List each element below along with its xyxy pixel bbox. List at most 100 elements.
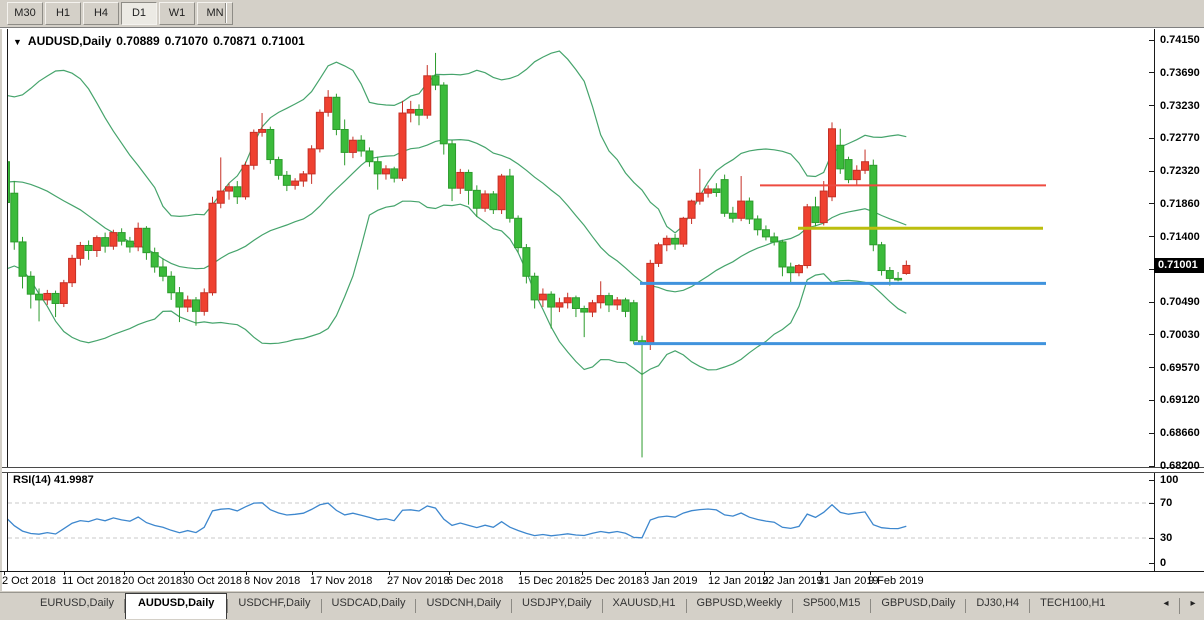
- date-axis-tick: [449, 571, 450, 575]
- candlestick-chart[interactable]: [8, 29, 1154, 467]
- tab-separator: [123, 599, 125, 613]
- tf-button-m30[interactable]: M30: [7, 2, 43, 25]
- tab-usdcnh-daily[interactable]: USDCNH,Daily: [426, 597, 502, 609]
- price-axis-label: 0.71400: [1160, 230, 1200, 243]
- candle: [538, 293, 547, 301]
- candle: [307, 148, 316, 175]
- date-axis-tick: [520, 571, 521, 575]
- candle: [737, 200, 746, 219]
- candle: [456, 171, 465, 189]
- date-axis-tick: [645, 571, 646, 575]
- candle: [183, 299, 192, 308]
- price-axis-label: 0.73230: [1160, 99, 1200, 112]
- tab-sp500-m15[interactable]: SP500,M15: [802, 597, 861, 609]
- candle: [406, 108, 415, 114]
- tab-usdjpy-daily[interactable]: USDJPY,Daily: [522, 597, 592, 609]
- candle: [869, 164, 878, 246]
- price-axis-tick: [1149, 39, 1154, 41]
- candle: [249, 131, 258, 166]
- candle: [505, 175, 514, 219]
- tab-usdchf-daily[interactable]: USDCHF,Daily: [238, 597, 311, 609]
- tab-gbpusd-daily[interactable]: GBPUSD,Daily: [881, 597, 956, 609]
- candle: [514, 217, 523, 249]
- date-axis-tick: [124, 571, 125, 575]
- tab-separator: [1029, 599, 1031, 613]
- date-axis-tick: [389, 571, 390, 575]
- candle: [282, 174, 291, 186]
- candle: [109, 232, 118, 247]
- price-axis-label: 0.70030: [1160, 328, 1200, 341]
- price-axis-tick: [1149, 399, 1154, 401]
- rsi-axis-tick: [1149, 537, 1154, 539]
- candle: [894, 277, 903, 281]
- candle: [720, 179, 729, 214]
- candle: [357, 139, 366, 152]
- ohlc-open: 0.70889: [116, 34, 160, 48]
- candle: [8, 161, 10, 204]
- price-axis-label: 0.69120: [1160, 394, 1200, 407]
- tab-usdcad-daily[interactable]: USDCAD,Daily: [331, 597, 406, 609]
- candle: [828, 128, 836, 198]
- candle: [134, 227, 143, 248]
- candle: [241, 164, 250, 198]
- candle: [59, 282, 68, 304]
- candle: [291, 180, 300, 186]
- rsi-axis-tick: [1149, 562, 1154, 564]
- tab-gbpusd-weekly[interactable]: GBPUSD,Weekly: [696, 597, 782, 609]
- current-price-badge: 0.71001: [1154, 258, 1204, 273]
- date-axis-tick: [4, 571, 5, 575]
- candle: [315, 111, 324, 150]
- candle: [753, 218, 762, 231]
- price-axis-tick: [1149, 105, 1154, 107]
- candle: [662, 237, 671, 246]
- candle: [604, 295, 613, 306]
- candle: [348, 139, 357, 153]
- date-axis-border: [0, 571, 1204, 572]
- tab-tech100-h1[interactable]: TECH100,H1: [1040, 597, 1106, 609]
- ohlc-low: 0.70871: [213, 34, 257, 48]
- tf-button-d1[interactable]: D1: [121, 2, 157, 25]
- candle: [258, 128, 267, 133]
- tab-scroll-left-icon[interactable]: ◂: [1163, 598, 1169, 609]
- candle: [175, 292, 184, 308]
- candle: [844, 159, 853, 181]
- rsi-line: [8, 502, 907, 539]
- candle: [431, 75, 440, 86]
- price-axis-tick: [1149, 465, 1154, 467]
- date-axis-tick: [64, 571, 65, 575]
- symbol-dropdown-icon[interactable]: ▼: [13, 37, 22, 47]
- chart-left-border: [7, 29, 8, 571]
- rsi-axis-label: 0: [1160, 557, 1167, 569]
- tf-button-h4[interactable]: H4: [83, 2, 119, 25]
- rsi-panel[interactable]: [8, 472, 1154, 570]
- price-axis-tick: [1149, 72, 1154, 74]
- indicator-splitter[interactable]: [2, 467, 1204, 473]
- candle: [415, 108, 423, 116]
- tab-scroll-right-icon[interactable]: ▸: [1190, 598, 1196, 609]
- tab-audusd-daily[interactable]: AUDUSD,Daily: [124, 593, 228, 619]
- candle: [794, 265, 803, 274]
- tab-eurusd-daily[interactable]: EURUSD,Daily: [40, 597, 114, 609]
- tf-button-h1[interactable]: H1: [45, 2, 81, 25]
- tab-dj30-h4[interactable]: DJ30,H4: [976, 597, 1020, 609]
- candle: [216, 190, 225, 204]
- candle: [266, 128, 275, 161]
- tab-separator: [791, 599, 793, 613]
- candle: [225, 186, 234, 192]
- tab-xauusd-h1[interactable]: XAUUSD,H1: [612, 597, 676, 609]
- candle: [373, 161, 382, 175]
- candle: [522, 247, 531, 277]
- date-axis-label: 12 Jan 2019: [708, 575, 769, 587]
- rsi-label: RSI(14) 41.9987: [13, 474, 94, 486]
- candle: [704, 188, 713, 194]
- candle: [530, 275, 539, 301]
- price-axis-label: 0.71860: [1160, 197, 1200, 210]
- candle: [497, 175, 506, 211]
- candle: [208, 202, 217, 294]
- ohlc-close: 0.71001: [261, 34, 305, 48]
- candle: [439, 84, 448, 145]
- tf-button-mn[interactable]: MN: [197, 2, 233, 25]
- date-axis-label: 22 Jan 2019: [762, 575, 823, 587]
- tf-button-w1[interactable]: W1: [159, 2, 195, 25]
- candle: [92, 237, 101, 251]
